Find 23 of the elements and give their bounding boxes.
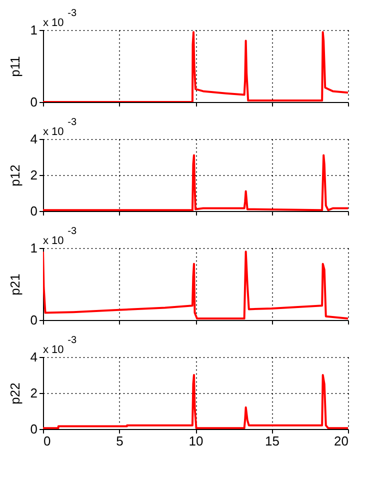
x-tick-label: 20 — [334, 434, 348, 448]
y-tick-label: 1 — [30, 22, 38, 38]
y-tick-label: 1 — [30, 240, 38, 256]
text: x 10-3 — [43, 226, 77, 247]
text: x 10-3 — [43, 117, 77, 138]
x-tick-label: 5 — [116, 434, 124, 448]
y-axis-title: p11 — [7, 56, 22, 77]
y-tick-label: 4 — [30, 350, 38, 364]
y-tick-label: 0 — [30, 94, 38, 110]
y-axis-title: p12 — [7, 164, 22, 186]
y-tick-label: 0 — [30, 204, 38, 218]
y-tick-label: 0 — [30, 312, 38, 328]
text: x 10-3 — [43, 335, 77, 356]
y-tick-label: 0 — [30, 422, 38, 436]
x-tick-label: 15 — [265, 434, 280, 448]
y-tick-label: 2 — [30, 386, 38, 400]
y-tick-label: 4 — [30, 132, 38, 146]
y-axis-title: p22 — [7, 382, 22, 404]
text: x 10-3 — [43, 8, 77, 29]
x-tick-label: 0 — [44, 434, 51, 448]
y-tick-label: 2 — [30, 168, 38, 182]
y-axis-title: p21 — [7, 274, 22, 296]
x-tick-label: 10 — [188, 434, 204, 448]
